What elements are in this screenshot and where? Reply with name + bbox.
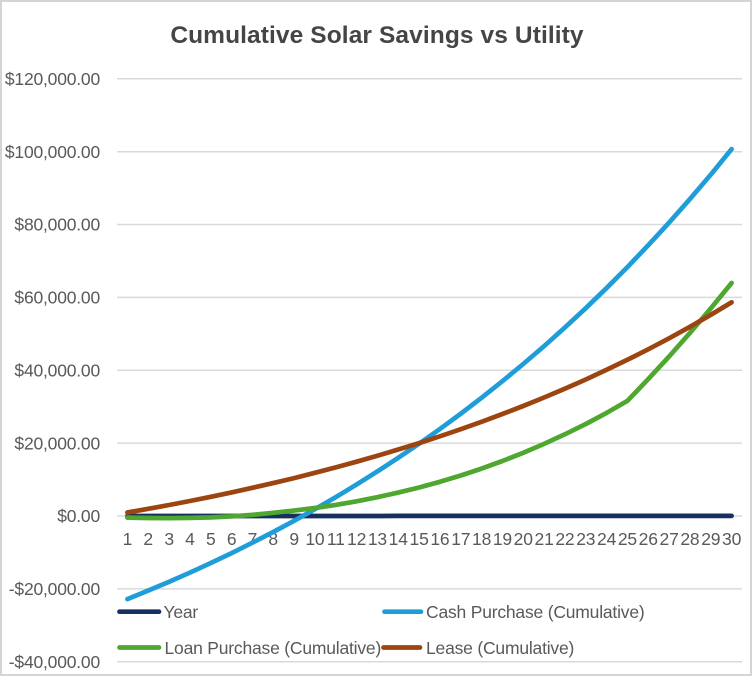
svg-text:4: 4: [185, 529, 195, 549]
svg-text:$120,000.00: $120,000.00: [5, 69, 101, 89]
svg-text:Cash Purchase (Cumulative): Cash Purchase (Cumulative): [426, 602, 645, 622]
svg-text:28: 28: [680, 529, 699, 549]
svg-text:10: 10: [305, 529, 325, 549]
svg-text:Year: Year: [164, 602, 199, 622]
svg-text:24: 24: [597, 529, 617, 549]
svg-text:22: 22: [555, 529, 574, 549]
svg-text:$0.00: $0.00: [57, 506, 100, 526]
svg-text:17: 17: [451, 529, 470, 549]
svg-text:11: 11: [327, 529, 345, 549]
svg-text:Loan Purchase (Cumulative): Loan Purchase (Cumulative): [165, 638, 382, 658]
svg-text:$80,000.00: $80,000.00: [14, 215, 100, 235]
svg-text:$20,000.00: $20,000.00: [14, 433, 100, 453]
svg-text:20: 20: [514, 529, 534, 549]
svg-text:21: 21: [535, 529, 554, 549]
svg-text:-$20,000.00: -$20,000.00: [9, 579, 101, 599]
svg-text:19: 19: [493, 529, 512, 549]
svg-text:3: 3: [164, 529, 174, 549]
svg-text:23: 23: [576, 529, 595, 549]
svg-text:14: 14: [389, 529, 409, 549]
svg-text:15: 15: [410, 529, 429, 549]
svg-text:6: 6: [227, 529, 237, 549]
svg-text:13: 13: [368, 529, 387, 549]
svg-text:$60,000.00: $60,000.00: [14, 288, 100, 308]
svg-text:$40,000.00: $40,000.00: [14, 361, 100, 381]
svg-text:Lease (Cumulative): Lease (Cumulative): [426, 638, 574, 658]
svg-text:7: 7: [248, 529, 258, 549]
svg-text:12: 12: [347, 529, 366, 549]
svg-text:25: 25: [618, 529, 637, 549]
svg-text:2: 2: [143, 529, 153, 549]
svg-text:1: 1: [123, 529, 133, 549]
svg-text:9: 9: [289, 529, 299, 549]
svg-text:29: 29: [701, 529, 720, 549]
svg-text:Cumulative Solar Savings vs Ut: Cumulative Solar Savings vs Utility: [170, 22, 584, 49]
svg-text:5: 5: [206, 529, 216, 549]
svg-text:8: 8: [268, 529, 278, 549]
svg-text:-$40,000.00: -$40,000.00: [9, 652, 101, 672]
svg-text:18: 18: [472, 529, 491, 549]
svg-text:30: 30: [722, 529, 742, 549]
svg-text:16: 16: [430, 529, 449, 549]
svg-text:$100,000.00: $100,000.00: [5, 142, 101, 162]
svg-text:26: 26: [639, 529, 658, 549]
svg-text:27: 27: [660, 529, 679, 549]
